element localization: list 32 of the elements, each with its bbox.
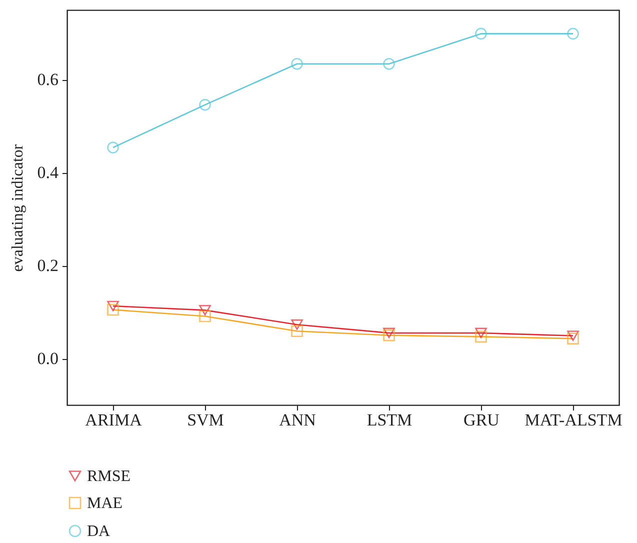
point: [383, 329, 395, 342]
point: [475, 328, 487, 338]
point: [291, 58, 303, 70]
point: [475, 330, 487, 343]
x-tick-label: GRU: [464, 410, 500, 430]
point: [383, 328, 395, 338]
point: [291, 319, 303, 330]
y-tick-label: 0.4: [37, 163, 59, 182]
point: [107, 300, 119, 312]
y-tick-label: 0.6: [37, 70, 58, 90]
point: [107, 304, 119, 316]
point: [291, 325, 303, 338]
point: [567, 332, 579, 344]
point: [383, 58, 395, 70]
point: [107, 142, 119, 154]
point: [567, 330, 579, 341]
x-tick-label: ANN: [279, 410, 316, 430]
point: [567, 28, 579, 40]
y-tick-label: 0.0: [37, 349, 58, 368]
x-tick-label: ARIMA: [85, 410, 143, 430]
legend-label: MAE: [87, 495, 123, 512]
legend-label: RMSE: [87, 468, 131, 485]
x-tick-label: MAT-ALSTM: [524, 410, 622, 430]
y-tick-label: 0.2: [37, 256, 58, 276]
x-tick-label: SVM: [187, 410, 224, 430]
y-axis-title: evaluating indicator: [9, 144, 26, 272]
point: [199, 98, 211, 111]
point: [199, 310, 211, 322]
point: [199, 305, 211, 316]
point: [475, 28, 487, 40]
x-tick-label: LSTM: [366, 410, 412, 430]
legend-label: DA: [87, 523, 111, 540]
